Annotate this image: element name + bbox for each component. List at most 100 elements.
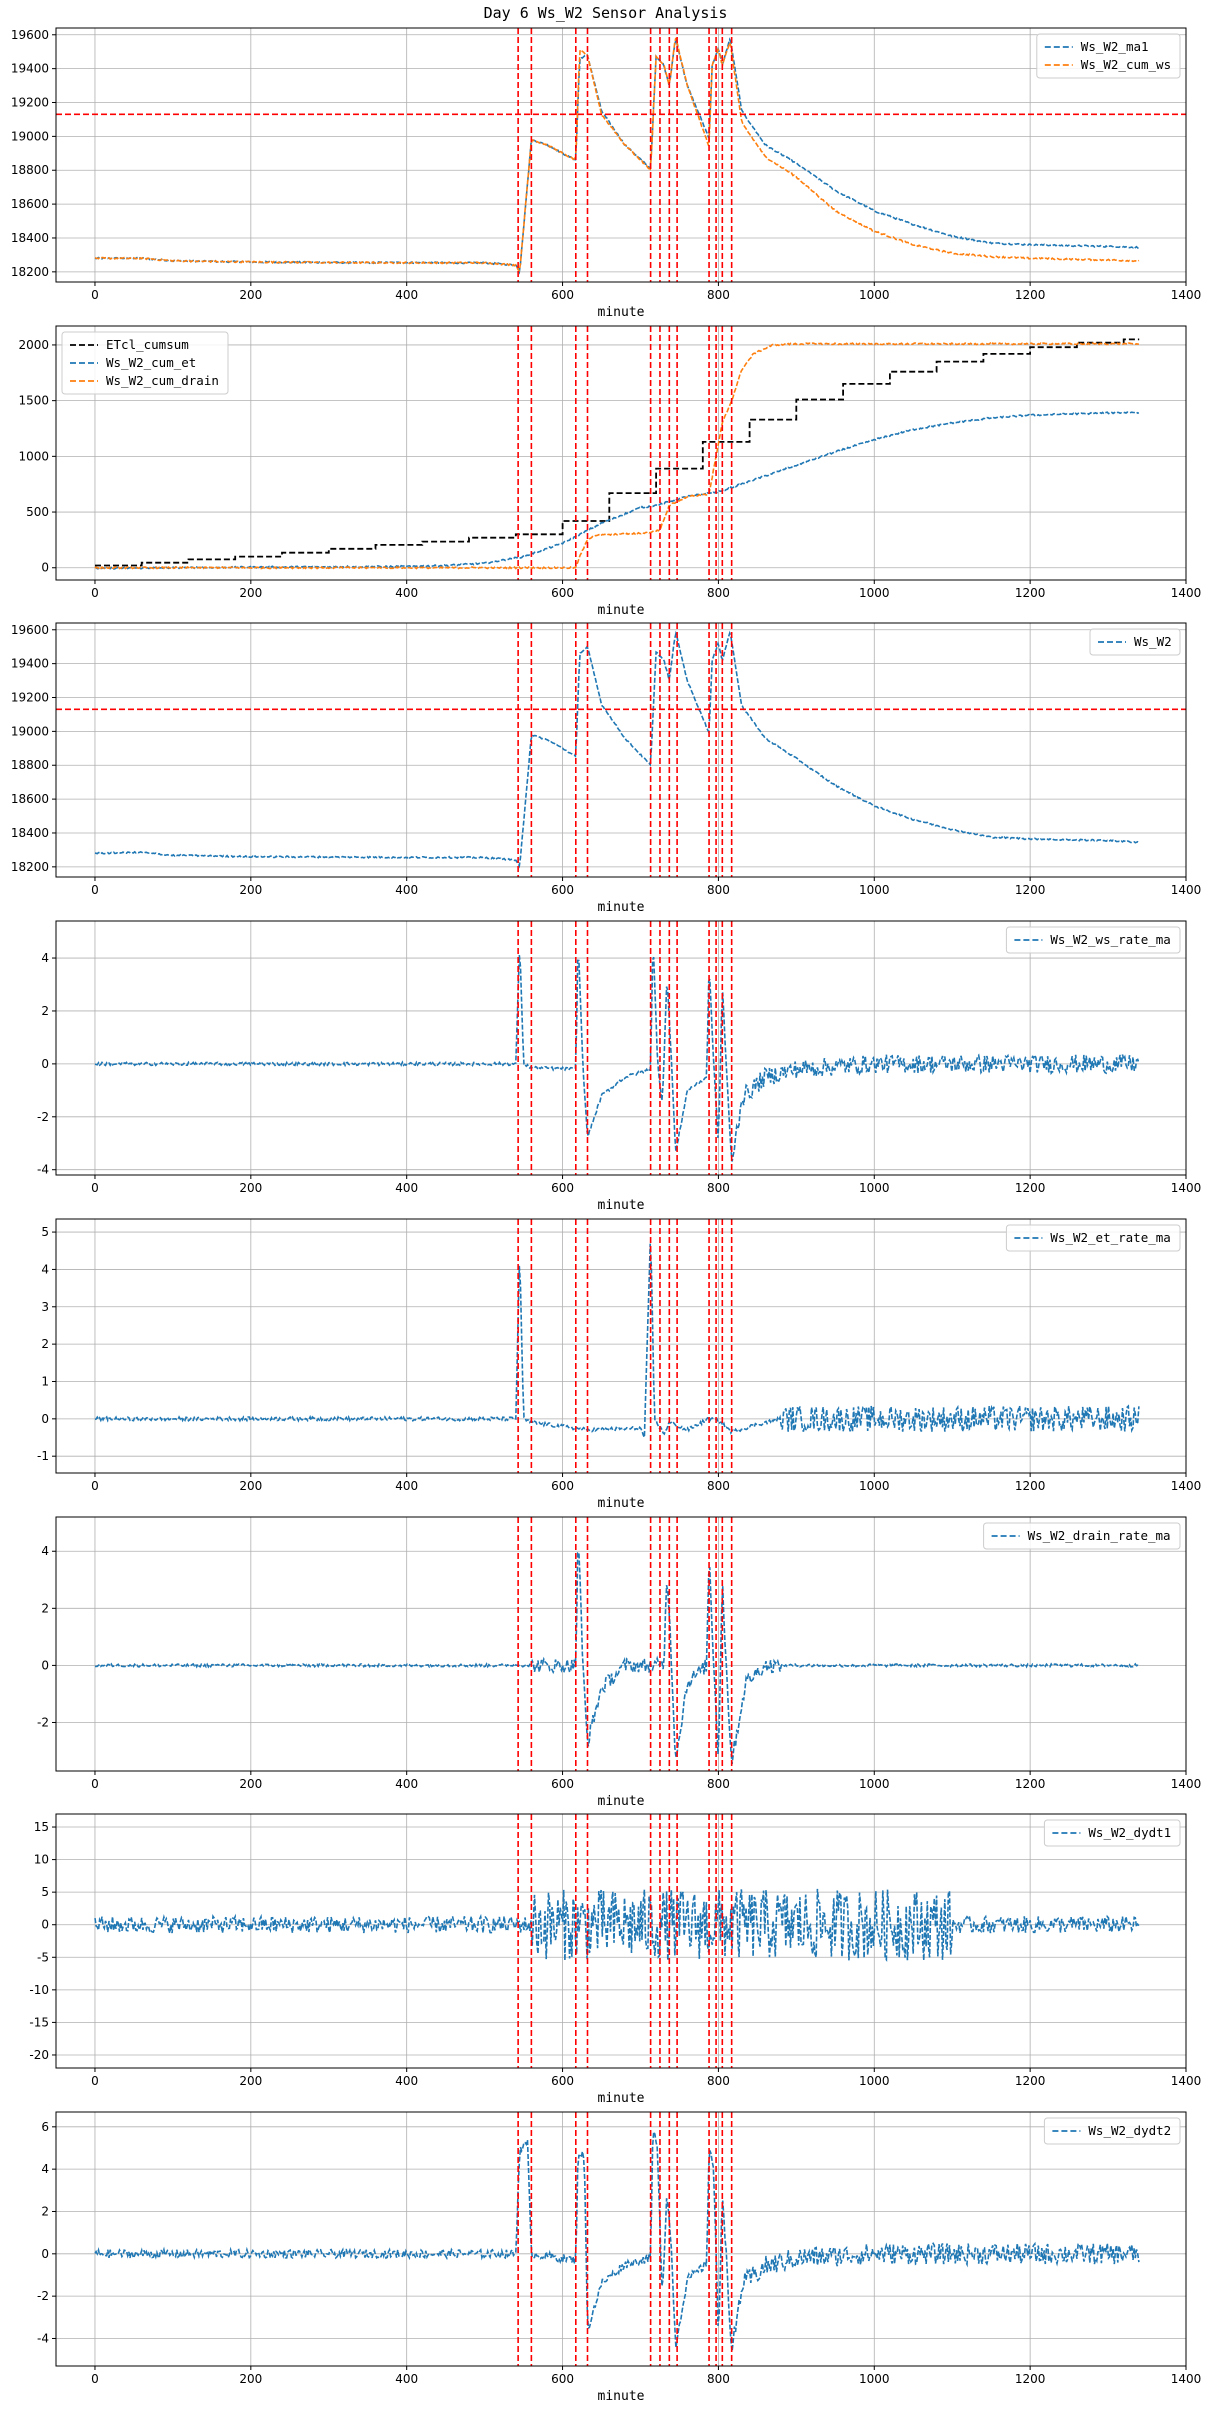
legend-box <box>983 1522 1181 1550</box>
chart-panel-1: 0 200 400 600 800 1000 1200 1400 18200 18400 18600… <box>11 27 1201 320</box>
x-tick-label: 1400 <box>1171 1479 1202 1493</box>
x-tick-label: 1000 <box>859 586 890 600</box>
series-line-Ws_W2_cum_ws <box>94 37 1140 272</box>
x-axis-label: minute <box>598 1794 645 1809</box>
x-axis-label: minute <box>598 603 645 618</box>
x-tick-label: 1400 <box>1171 1181 1202 1195</box>
x-tick-label: 600 <box>551 1777 574 1791</box>
x-tick-label: 400 <box>395 288 418 302</box>
y-tick-label: 18200 <box>11 860 49 874</box>
x-tick-label: 1200 <box>1015 586 1046 600</box>
x-tick-label: 200 <box>239 1479 262 1493</box>
legend-box <box>1005 926 1181 954</box>
x-tick-label: 800 <box>707 288 730 302</box>
legend-box <box>1043 2117 1181 2145</box>
y-tick-label: 18600 <box>11 197 49 211</box>
y-tick-label: 5 <box>41 1225 49 1239</box>
x-tick-label: 400 <box>395 2074 418 2088</box>
y-tick-label: 2 <box>41 1337 49 1351</box>
y-tick-label: 4 <box>41 2162 49 2176</box>
x-tick-label: 600 <box>551 586 574 600</box>
x-tick-label: 0 <box>91 883 99 897</box>
series-line-Ws_W2_dydt1 <box>94 1888 1140 1962</box>
plot-area <box>94 921 1140 1175</box>
y-tick-label: 6 <box>41 2120 49 2134</box>
legend: Ws_W2_drain_rate_ma <box>983 1522 1181 1550</box>
x-tick-label: 1200 <box>1015 2074 1046 2088</box>
legend: Ws_W2_dydt2 <box>1043 2117 1181 2145</box>
y-tick-label: 19600 <box>11 623 49 637</box>
x-tick-label: 1200 <box>1015 2372 1046 2386</box>
x-tick-label: 600 <box>551 1479 574 1493</box>
y-tick-label: 2000 <box>18 338 49 352</box>
x-tick-label: 1000 <box>859 1777 890 1791</box>
y-tick-label: 0 <box>41 1412 49 1426</box>
legend-entry: Ws_W2_dydt2 <box>1088 2123 1171 2138</box>
plot-area <box>94 1814 1140 2068</box>
x-tick-label: 1200 <box>1015 883 1046 897</box>
legend-entry: Ws_W2 <box>1134 634 1172 649</box>
plot-area <box>94 326 1140 580</box>
x-tick-label: 200 <box>239 883 262 897</box>
x-tick-label: 1000 <box>859 1479 890 1493</box>
series-line-Ws_W2 <box>94 630 1140 869</box>
x-tick-label: 1400 <box>1171 1777 1202 1791</box>
axes-frame <box>55 27 1187 283</box>
y-tick-label: 19600 <box>11 28 49 42</box>
y-tick-label: 2 <box>41 2204 49 2218</box>
plot-area <box>94 2112 1140 2366</box>
series-line-Ws_W2_drain_rate_ma <box>94 1551 1140 1765</box>
plot-area <box>94 1517 1140 1771</box>
x-tick-label: 400 <box>395 586 418 600</box>
y-tick-label: 0 <box>41 561 49 575</box>
x-axis-label: minute <box>598 2091 645 2106</box>
x-tick-label: 400 <box>395 883 418 897</box>
y-tick-label: 19200 <box>11 96 49 110</box>
x-tick-label: 0 <box>91 2372 99 2386</box>
x-tick-label: 1000 <box>859 1181 890 1195</box>
x-tick-label: 1400 <box>1171 2074 1202 2088</box>
x-tick-label: 1000 <box>859 288 890 302</box>
plot-area <box>94 1219 1140 1473</box>
chart-panel-2: 0 200 400 600 800 1000 1200 1400 0 500 1000 1500 200… <box>18 325 1201 618</box>
x-axis-label: minute <box>598 305 645 320</box>
legend: Ws_W2_dydt1 <box>1043 1819 1181 1847</box>
series-line-Ws_W2_cum_drain <box>94 342 1140 570</box>
x-tick-label: 0 <box>91 586 99 600</box>
x-tick-label: 800 <box>707 2074 730 2088</box>
legend-entry: Ws_W2_drain_rate_ma <box>1028 1528 1171 1543</box>
x-axis-label: minute <box>598 1496 645 1511</box>
x-tick-label: 800 <box>707 1777 730 1791</box>
legend-entry: Ws_W2_ws_rate_ma <box>1050 932 1170 947</box>
y-tick-label: -4 <box>37 1163 49 1177</box>
legend-entry: Ws_W2_dydt1 <box>1088 1825 1171 1840</box>
legend-entry: Ws_W2_cum_et <box>106 355 196 370</box>
x-tick-label: 1400 <box>1171 883 1202 897</box>
legend-box <box>1043 1819 1181 1847</box>
legend-entry: Ws_W2_et_rate_ma <box>1050 1230 1170 1245</box>
y-tick-label: 18800 <box>11 163 49 177</box>
chart-panel-4: 0 200 400 600 800 1000 1200 1400 -4 -2 0 2 4 minute Ws… <box>37 920 1202 1213</box>
x-tick-label: 600 <box>551 2372 574 2386</box>
x-tick-label: 400 <box>395 1479 418 1493</box>
y-tick-label: 1500 <box>18 394 49 408</box>
y-tick-label: 19400 <box>11 62 49 76</box>
x-axis-label: minute <box>598 1198 645 1213</box>
series-line-Ws_W2_ma1 <box>94 37 1139 275</box>
y-tick-label: 18400 <box>11 231 49 245</box>
y-tick-label: 3 <box>41 1300 49 1314</box>
legend-box <box>1089 628 1181 656</box>
x-tick-label: 1000 <box>859 2372 890 2386</box>
x-tick-label: 1200 <box>1015 1479 1046 1493</box>
axes-frame <box>55 325 1187 581</box>
chart-panel-5: 0 200 400 600 800 1000 1200 1400 -1 0 1 2 3 4 5 minute W… <box>37 1218 1202 1511</box>
series-line-Ws_W2_cum_et <box>95 411 1140 570</box>
axes-frame <box>55 2111 1187 2367</box>
series-line-Ws_W2_dydt2 <box>94 2129 1140 2352</box>
x-tick-label: 800 <box>707 2372 730 2386</box>
y-tick-label: 1000 <box>18 449 49 463</box>
axes-frame <box>55 1218 1187 1474</box>
y-tick-label: 18600 <box>11 792 49 806</box>
x-tick-label: 400 <box>395 2372 418 2386</box>
